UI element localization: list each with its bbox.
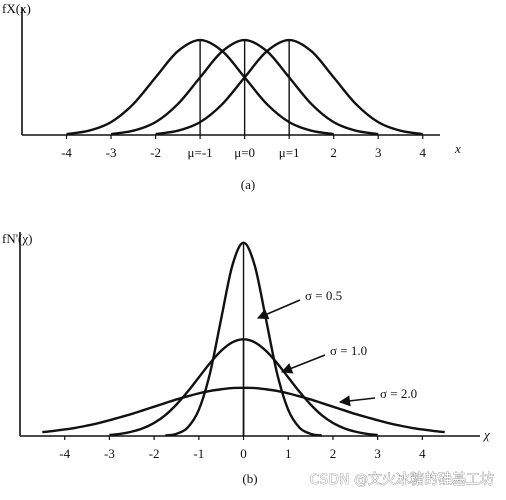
annotation-arrow [338, 395, 376, 407]
x-tick-label: 3 [375, 145, 382, 160]
x-tick-label: μ=1 [279, 145, 300, 160]
x-tick-label: 1 [285, 446, 292, 461]
x-tick-label: μ=-1 [188, 145, 213, 160]
annotation: σ = 0.5 [305, 288, 342, 303]
x-tick-label: μ=0 [234, 145, 255, 160]
x-tick-label: -4 [61, 145, 72, 160]
x-tick-label: 4 [419, 446, 426, 461]
x-tick-label: 2 [330, 145, 337, 160]
x-axis-label: χ [482, 427, 490, 442]
x-tick-label: 0 [240, 446, 247, 461]
y-axis-label: fN'(χ) [2, 231, 33, 246]
y-axis-label: fX(x) [2, 1, 31, 16]
x-tick-label: -4 [59, 446, 70, 461]
x-tick-label: 3 [374, 446, 381, 461]
watermark: CSDN @文火冰糖的硅基工坊 [310, 471, 494, 488]
annotation-arrow [256, 299, 301, 320]
annotation-arrow [280, 354, 326, 374]
x-axis-label: x [454, 141, 461, 156]
x-tick-label: 2 [330, 446, 337, 461]
x-tick-label: -3 [104, 446, 115, 461]
annotation: σ = 1.0 [330, 343, 367, 358]
x-tick-label: 4 [419, 145, 426, 160]
caption: (a) [241, 177, 255, 192]
x-tick-label: -3 [106, 145, 117, 160]
x-tick-label: -2 [149, 446, 160, 461]
x-tick-label: -2 [150, 145, 161, 160]
caption: (b) [242, 471, 257, 486]
curve [109, 338, 378, 437]
annotation: σ = 2.0 [380, 386, 417, 401]
x-tick-label: -1 [193, 446, 204, 461]
